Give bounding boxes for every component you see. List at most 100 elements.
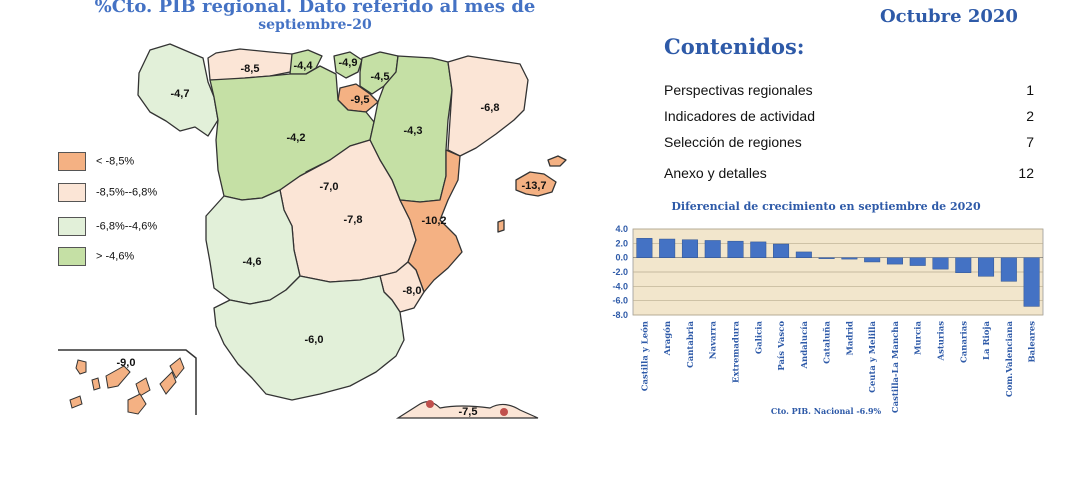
toc-item-page: 1 <box>1026 82 1034 98</box>
x-tick-label: Galicia <box>754 321 764 355</box>
legend-swatch <box>58 183 86 202</box>
contents-title: Contenidos: <box>664 34 805 59</box>
baleares-island <box>547 155 567 167</box>
bar <box>978 257 995 277</box>
canarias-island <box>159 371 177 395</box>
bar <box>818 257 835 259</box>
label-canarias: -9,0 <box>117 357 136 369</box>
bar <box>727 240 744 258</box>
x-tick-label: Murcia <box>914 321 924 355</box>
label-castilla-mancha: -7,8 <box>344 214 363 226</box>
label-pais-vasco: -4,9 <box>339 57 358 69</box>
toc-item[interactable]: Selección de regiones 7 <box>664 134 1034 150</box>
chart-title: Diferencial de crecimiento en septiembre… <box>671 200 981 213</box>
label-cataluna: -6,8 <box>481 102 500 114</box>
chart-xlabel: Cto. PIB. Nacional -6.9% <box>771 406 882 416</box>
bar <box>681 239 698 258</box>
y-tick-label: 2.0 <box>615 238 628 248</box>
x-tick-label: Baleares <box>1028 321 1038 363</box>
label-andalucia: -6,0 <box>305 334 324 346</box>
canarias-island <box>127 393 147 415</box>
spain-regions-map: -8,5 -4,4 -4,9 -4,5 -4,7 -9,5 -6,8 -4,2 … <box>58 43 567 419</box>
bar <box>864 257 881 263</box>
label-cantabria: -4,4 <box>294 60 314 72</box>
x-tick-label: La Rioja <box>982 321 992 360</box>
y-tick-label: -2.0 <box>612 267 628 277</box>
x-tick-label: Canarias <box>959 321 969 363</box>
x-tick-label: Navarra <box>709 321 719 360</box>
bar <box>841 257 858 260</box>
label-galicia: -4,7 <box>171 88 190 100</box>
label-madrid: -7,0 <box>320 181 339 193</box>
canarias-inset-frame <box>58 349 197 415</box>
toc-item[interactable]: Indicadores de actividad 2 <box>664 108 1034 124</box>
label-extremadura: -4,6 <box>243 256 262 268</box>
label-asturias: -8,5 <box>241 63 260 75</box>
canarias-island <box>105 365 131 389</box>
y-tick-label: 0.0 <box>615 253 628 263</box>
legend-item: > -4,6% <box>58 247 134 266</box>
label-baleares: -13,7 <box>521 180 546 192</box>
bar <box>909 257 926 266</box>
region-cataluna[interactable] <box>447 55 529 157</box>
legend-swatch <box>58 152 86 171</box>
legend-swatch <box>58 247 86 266</box>
x-tick-label: Castilla-La Mancha <box>891 321 901 414</box>
canarias-island <box>135 377 151 397</box>
region-pais-vasco[interactable] <box>333 51 363 79</box>
bar <box>636 238 653 258</box>
toc-item-page: 7 <box>1026 134 1034 150</box>
toc-item[interactable]: Perspectivas regionales 1 <box>664 82 1034 98</box>
x-tick-label: Extremadura <box>732 321 742 383</box>
bar <box>932 257 949 270</box>
bar <box>704 240 721 258</box>
y-tick-label: -4.0 <box>612 281 628 291</box>
toc-item-label: Selección de regiones <box>664 134 802 150</box>
y-tick-label: -6.0 <box>612 296 628 306</box>
legend-label: < -8,5% <box>96 155 135 168</box>
x-tick-label: Madrid <box>845 321 855 356</box>
toc-item-page: 2 <box>1026 108 1034 124</box>
legend-item: < -8,5% <box>58 152 134 171</box>
x-tick-label: Asturias <box>937 321 947 362</box>
x-tick-label: País Vasco <box>776 321 787 371</box>
label-castilla-leon: -4,2 <box>287 132 306 144</box>
legend-item: -6,8%--4,6% <box>58 217 157 236</box>
legend-item: -8,5%--6,8% <box>58 183 157 202</box>
toc-item[interactable]: Anexo y detalles 12 <box>664 165 1034 181</box>
region-andalucia[interactable] <box>213 275 405 401</box>
label-navarra: -4,5 <box>371 71 390 83</box>
bar <box>1023 257 1040 307</box>
melilla-marker <box>500 408 508 416</box>
map-title-line1: %Cto. PIB regional. Dato referido al mes… <box>94 0 536 17</box>
legend-label: -8,5%--6,8% <box>96 186 158 199</box>
y-tick-label: -8.0 <box>612 310 628 320</box>
bar <box>659 238 676 258</box>
bar <box>1000 257 1017 282</box>
region-baleares[interactable] <box>515 171 557 197</box>
canarias-island <box>75 359 87 375</box>
label-com-valenciana: -10,2 <box>421 215 446 227</box>
x-tick-label: Ceuta y Melilla <box>868 321 878 393</box>
bar <box>750 241 767 258</box>
map-title-line2: septiembre-20 <box>258 17 372 33</box>
bar <box>955 257 972 273</box>
toc-item-label: Anexo y detalles <box>664 165 767 181</box>
legend-label: > -4,6% <box>96 250 135 263</box>
label-aragon: -4,3 <box>404 125 423 137</box>
x-tick-label: Castilla y León <box>639 321 650 391</box>
map-title: %Cto. PIB regional. Dato referido al mes… <box>60 0 570 34</box>
region-galicia[interactable] <box>137 43 219 137</box>
chart-plot-area: 4.0 2.0 0.0 -2.0 -4.0 -6.0 -8.0 Castilla y León… <box>612 224 1044 414</box>
baleares-island <box>497 219 505 233</box>
bar <box>773 243 790 258</box>
canarias-island <box>169 357 185 379</box>
report-date: Octubre 2020 <box>880 6 1018 27</box>
label-ceuta-melilla: -7,5 <box>459 406 478 418</box>
toc-item-label: Indicadores de actividad <box>664 108 815 124</box>
bar <box>886 257 903 265</box>
canarias-island <box>69 395 83 409</box>
toc-item-page: 12 <box>1018 165 1034 181</box>
canarias-island <box>91 377 101 391</box>
x-tick-label: Com.Valenciana <box>1005 321 1015 398</box>
